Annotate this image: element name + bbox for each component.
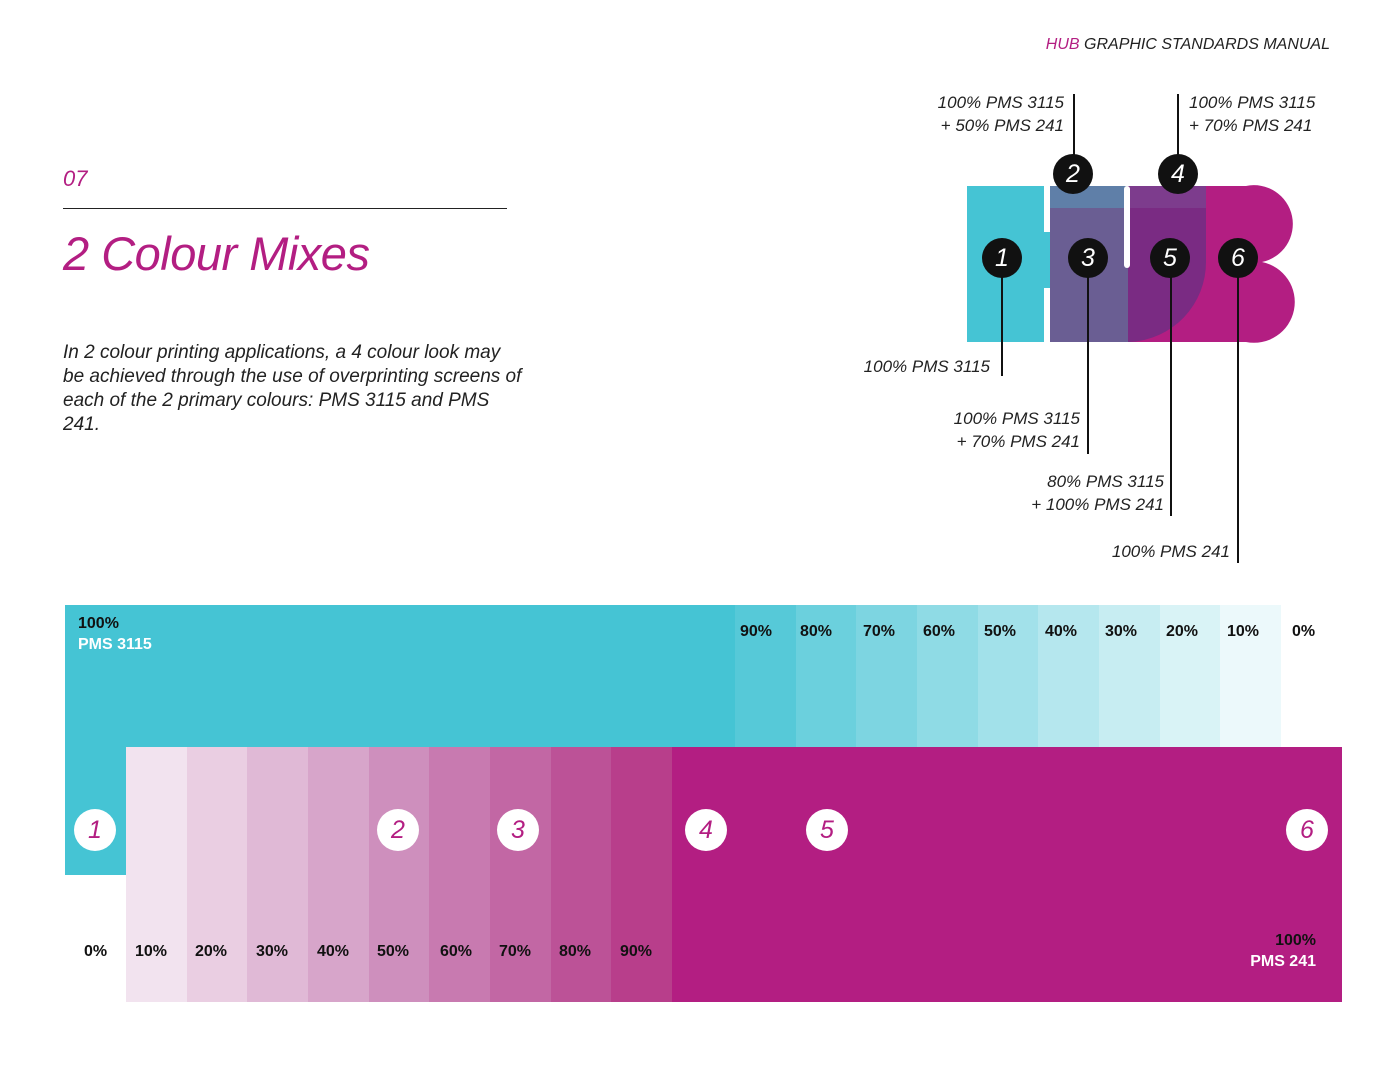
intro-paragraph: In 2 colour printing applications, a 4 c… <box>63 342 522 435</box>
magenta-step-label: 30% <box>256 943 289 960</box>
magenta-swatch-30 <box>247 747 308 1002</box>
callout-line-5 <box>1170 270 1172 516</box>
cyan-step-label: 0% <box>1292 623 1316 640</box>
swatch-marker-6: 6 <box>1286 809 1328 851</box>
cyan-full-block <box>65 605 735 747</box>
callout-line-4 <box>1177 94 1179 160</box>
cyan-swatch-70 <box>856 605 917 747</box>
header-brand: HUB <box>1045 36 1080 53</box>
cyan-step-label: 20% <box>1166 623 1199 640</box>
logo-marker-5: 5 <box>1150 238 1190 278</box>
cyan-step-label: 50% <box>984 623 1017 640</box>
swatch-marker-2: 2 <box>377 809 419 851</box>
magenta-step-label: 20% <box>195 943 228 960</box>
cyan-step-label: 70% <box>863 623 896 640</box>
magenta-full-label: 100% PMS 241 <box>1250 932 1316 970</box>
cyan-full-label: 100% PMS 3115 <box>78 615 152 653</box>
magenta-swatch-40 <box>308 747 369 1002</box>
callout-line-2 <box>1073 94 1075 160</box>
logo-gap <box>1124 186 1130 268</box>
magenta-step-label: 70% <box>499 943 532 960</box>
callout-label-2: 100% PMS 3115 + 50% PMS 241 <box>937 93 1064 135</box>
logo-marker-3: 3 <box>1068 238 1108 278</box>
magenta-swatch-50 <box>369 747 429 1002</box>
cyan-step-label: 40% <box>1045 623 1078 640</box>
magenta-step-label: 0% <box>84 943 108 960</box>
swatch-marker-1: 1 <box>74 809 116 851</box>
callout-line-1 <box>1001 270 1003 376</box>
magenta-swatch-20 <box>187 747 247 1002</box>
magenta-step-label: 40% <box>317 943 350 960</box>
callout-label-3: 100% PMS 3115 + 70% PMS 241 <box>953 409 1080 451</box>
magenta-swatch-80 <box>551 747 611 1002</box>
cyan-swatch-20 <box>1160 605 1220 747</box>
page-title: 2 Colour Mixes <box>63 227 370 280</box>
logo-marker-1: 1 <box>982 238 1022 278</box>
cyan-swatch-10 <box>1220 605 1281 747</box>
swatch-marker-5: 5 <box>806 809 848 851</box>
magenta-step-label: 10% <box>135 943 168 960</box>
magenta-swatch-10 <box>126 747 187 1002</box>
manual-header: HUB GRAPHIC STANDARDS MANUAL <box>1046 36 1330 54</box>
swatch-marker-3: 3 <box>497 809 539 851</box>
magenta-step-label: 80% <box>559 943 592 960</box>
magenta-swatch-70 <box>490 747 551 1002</box>
cyan-step-label: 90% <box>740 623 773 640</box>
logo-marker-4: 4 <box>1158 154 1198 194</box>
section-number: 07 <box>63 166 88 191</box>
cyan-swatch-50 <box>978 605 1038 747</box>
callout-label-1: 100% PMS 3115 <box>863 357 990 376</box>
cyan-swatch-80 <box>796 605 856 747</box>
swatch-marker-4: 4 <box>685 809 727 851</box>
section-divider <box>63 208 507 209</box>
callout-label-6: 100% PMS 241 <box>1111 542 1230 561</box>
magenta-step-label: 60% <box>440 943 473 960</box>
logo-u-tail <box>1130 262 1207 342</box>
cyan-step-label: 80% <box>800 623 833 640</box>
cyan-swatch-90 <box>735 605 796 747</box>
header-title: GRAPHIC STANDARDS MANUAL <box>1084 36 1330 53</box>
cyan-swatch-30 <box>1099 605 1160 747</box>
cyan-step-label: 30% <box>1105 623 1138 640</box>
callout-line-6 <box>1237 270 1239 563</box>
callout-label-5: 80% PMS 3115 + 100% PMS 241 <box>1031 472 1164 514</box>
callout-line-3 <box>1087 270 1089 454</box>
magenta-swatch-60 <box>429 747 490 1002</box>
logo-marker-6: 6 <box>1218 238 1258 278</box>
cyan-swatch-60 <box>917 605 978 747</box>
magenta-step-label: 50% <box>377 943 410 960</box>
cyan-step-label: 10% <box>1227 623 1260 640</box>
cyan-step-label: 60% <box>923 623 956 640</box>
magenta-full-block <box>672 747 1342 1002</box>
logo-marker-2: 2 <box>1053 154 1093 194</box>
callout-label-4: 100% PMS 3115 + 70% PMS 241 <box>1189 93 1316 135</box>
magenta-swatch-90 <box>611 747 672 1002</box>
magenta-step-label: 90% <box>620 943 653 960</box>
cyan-swatch-40 <box>1038 605 1099 747</box>
